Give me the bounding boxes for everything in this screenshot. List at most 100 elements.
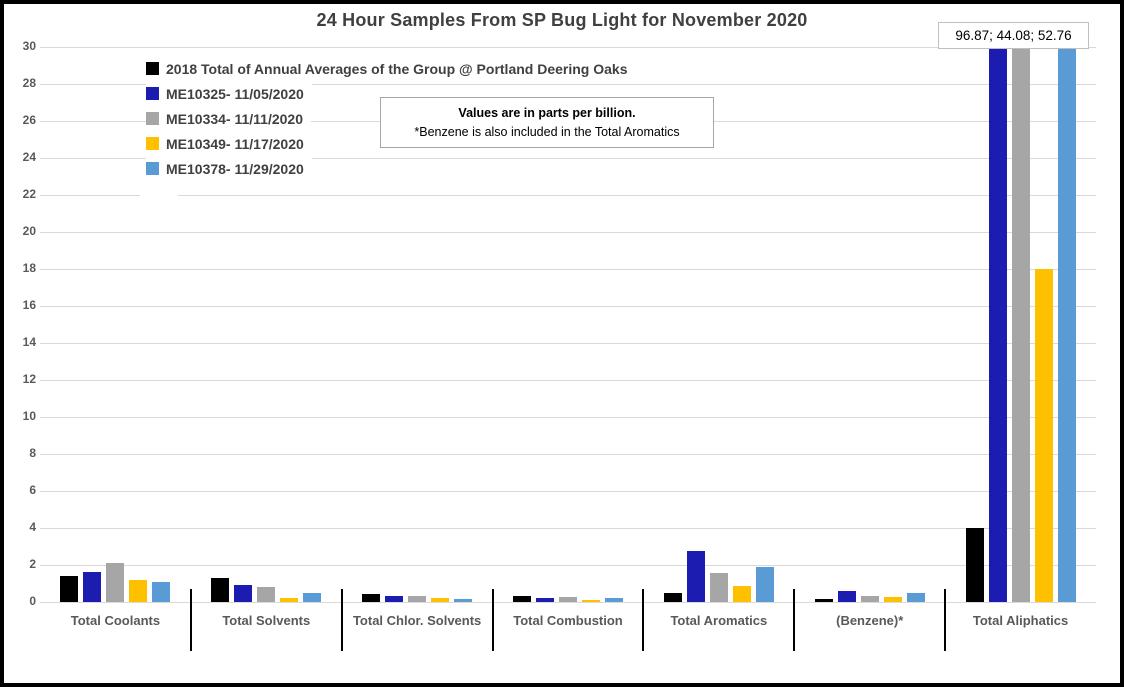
category-separator xyxy=(189,589,192,651)
y-axis-tick-label: 22 xyxy=(22,187,36,201)
y-axis-tick-label: 16 xyxy=(22,298,36,312)
y-axis-tick-label: 24 xyxy=(22,150,36,164)
legend-item: 2018 Total of Annual Averages of the Gro… xyxy=(146,58,636,79)
category-label: Total Aromatics xyxy=(670,613,768,628)
bar xyxy=(860,595,879,602)
bar xyxy=(814,599,833,602)
category-label: Total Combustion xyxy=(513,613,623,628)
bar-group xyxy=(794,47,945,602)
y-axis-tick-label: 0 xyxy=(29,594,36,608)
legend-swatch-icon xyxy=(146,137,159,150)
category-label: Total Aliphatics xyxy=(972,613,1069,628)
y-axis-tick-label: 26 xyxy=(22,113,36,127)
bar xyxy=(152,581,171,602)
bar xyxy=(732,586,751,602)
bar xyxy=(257,587,276,602)
gridline xyxy=(40,416,1096,418)
clipped-values-annotation: 96.87; 44.08; 52.76 xyxy=(938,22,1089,49)
y-axis-tick-label: 18 xyxy=(22,261,36,275)
bar xyxy=(106,563,125,602)
bar xyxy=(512,596,531,602)
gridline xyxy=(40,379,1096,381)
bar-group xyxy=(40,47,191,602)
gridline xyxy=(40,157,1096,159)
bar xyxy=(362,593,381,602)
bar-group xyxy=(191,47,342,602)
bar xyxy=(1057,47,1076,602)
bar xyxy=(60,576,79,602)
bar xyxy=(686,551,705,602)
legend-label: 2018 Total of Annual Averages of the Gro… xyxy=(166,60,628,77)
gridline xyxy=(40,83,1096,85)
bar xyxy=(965,528,984,602)
y-axis-tick-label: 4 xyxy=(29,520,36,534)
gridline xyxy=(40,564,1096,566)
bar xyxy=(604,598,623,602)
y-axis-tick-label: 10 xyxy=(22,409,36,423)
category-separator xyxy=(793,589,796,651)
bar-group xyxy=(643,47,794,602)
bar xyxy=(385,596,404,602)
bar xyxy=(906,592,925,602)
legend-swatch-icon xyxy=(146,87,159,100)
legend-label: ME10334- 11/11/2020 xyxy=(166,110,304,127)
bar xyxy=(581,600,600,602)
legend-label: ME10325- 11/05/2020 xyxy=(166,85,304,102)
legend-swatch-icon xyxy=(146,162,159,175)
category-separator xyxy=(491,589,494,651)
legend-item: ME10325- 11/05/2020 xyxy=(146,83,312,104)
legend-swatch-icon xyxy=(146,62,159,75)
category-separator xyxy=(642,589,645,651)
legend-label: ME10349- 11/17/2020 xyxy=(166,135,304,152)
y-axis-tick-label: 20 xyxy=(22,224,36,238)
gridline xyxy=(40,231,1096,233)
bar xyxy=(1011,47,1030,602)
note-line-2: *Benzene is also included in the Total A… xyxy=(414,124,680,139)
category-separator xyxy=(340,589,343,651)
bar xyxy=(280,598,299,602)
y-axis-tick-label: 2 xyxy=(29,557,36,571)
note-line-1: Values are in parts per billion. xyxy=(458,106,636,121)
note-box: Values are in parts per billion. *Benzen… xyxy=(380,97,714,148)
y-axis-tick-label: 30 xyxy=(22,39,36,53)
category-label: Total Chlor. Solvents xyxy=(352,613,482,628)
y-axis-tick-label: 12 xyxy=(22,372,36,386)
bar xyxy=(535,598,554,602)
legend-item: ME10334- 11/11/2020 xyxy=(146,108,312,129)
gridline xyxy=(40,342,1096,344)
legend-swatch-icon xyxy=(146,112,159,125)
legend-item: ME10378- 11/29/2020 xyxy=(146,158,312,179)
category-label: Total Coolants xyxy=(70,613,161,628)
bar xyxy=(558,597,577,602)
bar xyxy=(454,599,473,602)
chart-legend: 2018 Total of Annual Averages of the Gro… xyxy=(146,58,636,179)
gridline xyxy=(40,305,1096,307)
gridline xyxy=(40,490,1096,492)
bar xyxy=(1034,269,1053,602)
bar xyxy=(837,590,856,602)
gridline xyxy=(40,453,1096,455)
gridline xyxy=(40,601,1096,603)
legend-item: ME10349- 11/17/2020 xyxy=(146,133,312,154)
bar-group xyxy=(342,47,493,602)
bar xyxy=(883,597,902,602)
chart-title: 24 Hour Samples From SP Bug Light for No… xyxy=(316,10,808,30)
bar xyxy=(709,573,728,602)
bar-group xyxy=(493,47,644,602)
y-axis-tick-label: 14 xyxy=(22,335,36,349)
bar xyxy=(234,585,253,602)
bar xyxy=(211,577,230,602)
bar xyxy=(129,579,148,602)
bar xyxy=(303,592,322,602)
gridline xyxy=(40,268,1096,270)
category-label: Total Solvents xyxy=(222,613,311,628)
gridline xyxy=(40,194,1096,196)
category-label: (Benzene)* xyxy=(836,613,904,628)
bar xyxy=(663,592,682,602)
legend-label: ME10378- 11/29/2020 xyxy=(166,160,304,177)
y-axis-tick-label: 28 xyxy=(22,76,36,90)
bar xyxy=(755,566,774,602)
bar xyxy=(408,595,427,602)
bar xyxy=(83,572,102,602)
